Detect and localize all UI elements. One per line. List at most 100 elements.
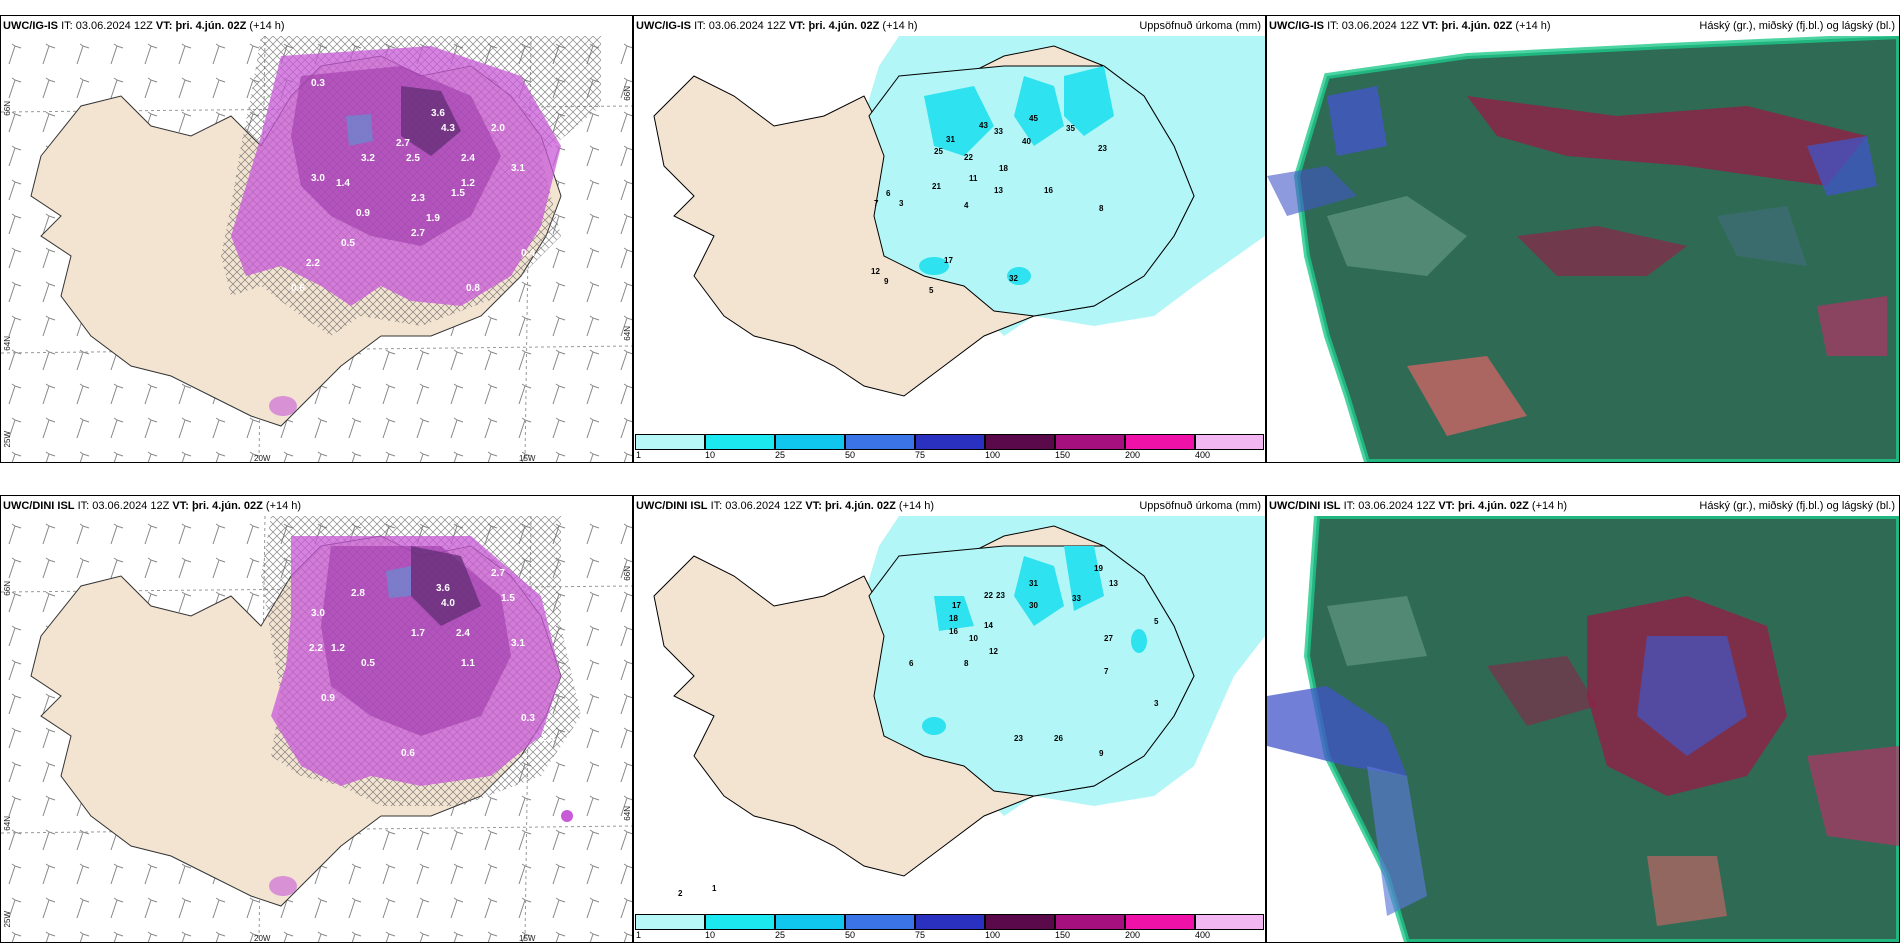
colorbar-cell bbox=[705, 914, 775, 930]
colorbar-label: 400 bbox=[1195, 450, 1211, 460]
precip-value: 2.8 bbox=[351, 588, 365, 599]
colorbar-cell bbox=[775, 434, 845, 450]
wind-barb-map: 3.6 4.3 2.7 2.5 3.2 2.4 3.0 1.5 1.4 2.3 … bbox=[1, 36, 632, 462]
lon-label: 15W bbox=[519, 934, 536, 943]
precip-amount: 9 bbox=[1099, 749, 1104, 758]
lat-label: 66N bbox=[3, 101, 12, 116]
valid-time: þri. 4.jún. 02Z bbox=[1441, 20, 1513, 32]
colorbar-cell bbox=[985, 434, 1055, 450]
colorbar-label: 25 bbox=[775, 930, 786, 940]
precip-amounts: 45 43 33 35 40 31 25 22 21 11 23 18 13 1… bbox=[871, 114, 1107, 295]
lat-label: 66N bbox=[623, 86, 632, 101]
valid-time: þri. 4.jún. 02Z bbox=[191, 500, 263, 512]
precip-value: 4.3 bbox=[441, 123, 455, 134]
precip-amount: 27 bbox=[1104, 634, 1113, 643]
precip-value: 0.9 bbox=[356, 208, 370, 219]
colorbar-label: 200 bbox=[1125, 450, 1141, 460]
precip-values: 3.6 4.0 2.7 2.4 2.8 1.5 3.0 2.2 1.2 0.5 … bbox=[309, 568, 555, 759]
valid-time: þri. 4.jún. 02Z bbox=[1457, 500, 1529, 512]
wind-barb-map: 3.6 4.0 2.7 2.4 2.8 1.5 3.0 2.2 1.2 0.5 … bbox=[1, 516, 632, 942]
valid-time: þri. 4.jún. 02Z bbox=[175, 20, 247, 32]
colorbar-cell bbox=[635, 914, 705, 930]
precip-map: 45 43 33 35 40 31 25 22 21 11 23 18 13 1… bbox=[653, 36, 1265, 397]
precip-value: 0.8 bbox=[466, 283, 480, 294]
colorbar-cell bbox=[705, 434, 775, 450]
precip-value: 2.5 bbox=[406, 153, 420, 164]
precip-amount: 23 bbox=[1014, 734, 1023, 743]
colorbar-cell bbox=[845, 434, 915, 450]
panel-header: UWC/IG-IS IT: 03.06.2024 12Z VT: þri. 4.… bbox=[1267, 16, 1899, 36]
lat-label: 64N bbox=[623, 326, 632, 341]
precip-value: 1.5 bbox=[451, 188, 465, 199]
panel-row1-wind-rain: UWC/IG-IS IT: 03.06.2024 12Z VT: þri. 4.… bbox=[0, 15, 633, 463]
lead-time: (+14 h) bbox=[1531, 500, 1568, 512]
vt-prefix: VT: bbox=[1421, 20, 1439, 32]
precip-amount: 13 bbox=[994, 186, 1003, 195]
precip-amount: 21 bbox=[932, 182, 941, 191]
precip-value: 0.6 bbox=[291, 283, 305, 294]
lon-label: 20W bbox=[254, 934, 271, 943]
model-label: UWC/IG-IS bbox=[636, 20, 691, 32]
colorbar-cell bbox=[915, 914, 985, 930]
precip-amount: 26 bbox=[1054, 734, 1063, 743]
precip-value: 4.0 bbox=[441, 598, 455, 609]
panel-row2-precip: UWC/DINI ISL IT: 03.06.2024 12Z VT: þri.… bbox=[633, 495, 1266, 943]
precip-value: 3.1 bbox=[511, 163, 525, 174]
colorbar-cell bbox=[1125, 914, 1195, 930]
lon-label: 15W bbox=[519, 454, 536, 463]
model-label: UWC/IG-IS bbox=[3, 20, 58, 32]
precip-value: 2.7 bbox=[396, 138, 410, 149]
precip-value: 2.0 bbox=[491, 123, 505, 134]
colorbar-label: 100 bbox=[985, 930, 1001, 940]
panel-header: UWC/DINI ISL IT: 03.06.2024 12Z VT: þri.… bbox=[1267, 496, 1899, 516]
cloud-map bbox=[1267, 516, 1899, 942]
panel-row2-clouds: UWC/DINI ISL IT: 03.06.2024 12Z VT: þri.… bbox=[1266, 495, 1900, 943]
colorbar-label: 75 bbox=[915, 930, 926, 940]
precip-amount: 5 bbox=[1154, 617, 1159, 626]
init-prefix: IT: bbox=[1343, 500, 1356, 512]
colorbar-cell bbox=[1195, 434, 1264, 450]
colorbar-cell bbox=[1125, 434, 1195, 450]
precip-value: 1.9 bbox=[426, 213, 440, 224]
precip-amount: 5 bbox=[929, 286, 934, 295]
vt-prefix: VT: bbox=[155, 20, 173, 32]
lead-time: (+14 h) bbox=[882, 20, 918, 32]
precip-values: 3.6 4.3 2.7 2.5 3.2 2.4 3.0 1.5 1.4 2.3 … bbox=[291, 78, 535, 294]
lat-label: 66N bbox=[3, 581, 12, 596]
precip-amount: 19 bbox=[1094, 564, 1103, 573]
colorbar-label: 100 bbox=[985, 450, 1001, 460]
lon-label: 20W bbox=[254, 454, 271, 463]
colorbar-label: 50 bbox=[845, 930, 856, 940]
init-time: 03.06.2024 12Z bbox=[725, 500, 803, 512]
colorbar: 1 10 25 50 75 100 150 200 400 bbox=[634, 432, 1265, 462]
precip-amount: 1 bbox=[712, 884, 717, 893]
precip-value: 3.2 bbox=[361, 153, 375, 164]
precip-value: 2.2 bbox=[309, 643, 323, 654]
precip-amount: 6 bbox=[909, 659, 914, 668]
panel-header: UWC/DINI ISL IT: 03.06.2024 12Z VT: þri.… bbox=[1, 496, 632, 516]
colorbar: 1 10 25 50 75 100 150 200 400 bbox=[634, 912, 1265, 942]
precip-value: 1.7 bbox=[411, 628, 425, 639]
colorbar-label: 1 bbox=[636, 450, 642, 460]
lat-label: 25W bbox=[3, 431, 12, 448]
cloud-map bbox=[1267, 36, 1899, 462]
precip-amount: 23 bbox=[1098, 144, 1107, 153]
precip-value: 0.4 bbox=[521, 248, 535, 259]
precip-amount: 7 bbox=[1104, 667, 1109, 676]
precip-value: 0.3 bbox=[521, 713, 535, 724]
precip-amount: 43 bbox=[979, 121, 988, 130]
lead-time: (+14 h) bbox=[265, 500, 302, 512]
precip-amount: 11 bbox=[969, 174, 978, 183]
panel-subtitle: Háský (gr.), miðský (fj.bl.) og lágský (… bbox=[1699, 20, 1895, 32]
lat-label: 64N bbox=[3, 336, 12, 351]
init-prefix: IT: bbox=[694, 20, 706, 32]
init-time: 03.06.2024 12Z bbox=[92, 500, 170, 512]
precip-amount: 18 bbox=[949, 614, 958, 623]
colorbar-cell bbox=[1195, 914, 1264, 930]
precip-map: 31 33 30 19 13 22 23 17 18 16 14 10 12 6… bbox=[653, 516, 1265, 898]
colorbar-cell bbox=[915, 434, 985, 450]
precip-value: 2.4 bbox=[461, 153, 475, 164]
precip-value: 2.7 bbox=[411, 228, 425, 239]
precip-amount: 17 bbox=[944, 256, 953, 265]
colorbar-label: 400 bbox=[1195, 930, 1211, 940]
